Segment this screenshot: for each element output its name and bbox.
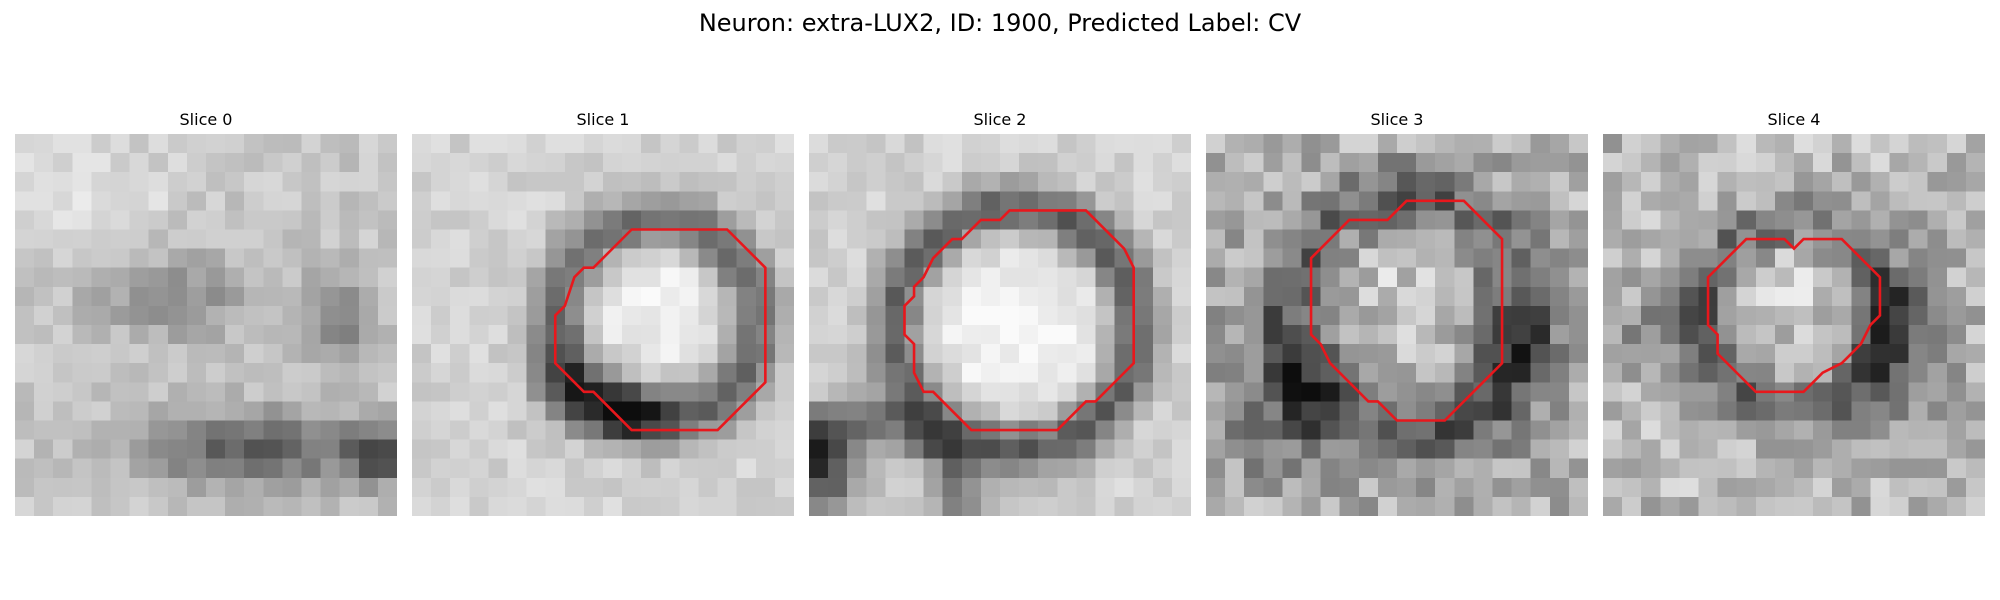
- slice-image: [412, 134, 794, 516]
- vesicle-contour: [905, 210, 1134, 430]
- slice-title: Slice 2: [973, 110, 1027, 129]
- slice-panel-3: Slice 3: [1206, 108, 1588, 516]
- slice-title: Slice 3: [1370, 110, 1424, 129]
- contour-overlay: [809, 134, 1191, 516]
- contour-overlay: [412, 134, 794, 516]
- slice-image: [15, 134, 397, 516]
- slice-panel-0: Slice 0: [15, 108, 397, 516]
- vesicle-contour: [555, 230, 765, 431]
- slice-title: Slice 0: [179, 110, 233, 129]
- contour-overlay: [1603, 134, 1985, 516]
- vesicle-contour: [1708, 239, 1880, 392]
- contour-overlay: [15, 134, 397, 516]
- contour-overlay: [1206, 134, 1588, 516]
- slice-panel-4: Slice 4: [1603, 108, 1985, 516]
- slice-title: Slice 1: [576, 110, 630, 129]
- slice-image: [1603, 134, 1985, 516]
- figure-title: Neuron: extra-LUX2, ID: 1900, Predicted …: [698, 9, 1302, 37]
- vesicle-contour: [1311, 201, 1502, 421]
- slice-title: Slice 4: [1767, 110, 1821, 129]
- slice-panel-2: Slice 2: [809, 108, 1191, 516]
- slice-panel-1: Slice 1: [412, 108, 794, 516]
- slice-image: [1206, 134, 1588, 516]
- slice-image: [809, 134, 1191, 516]
